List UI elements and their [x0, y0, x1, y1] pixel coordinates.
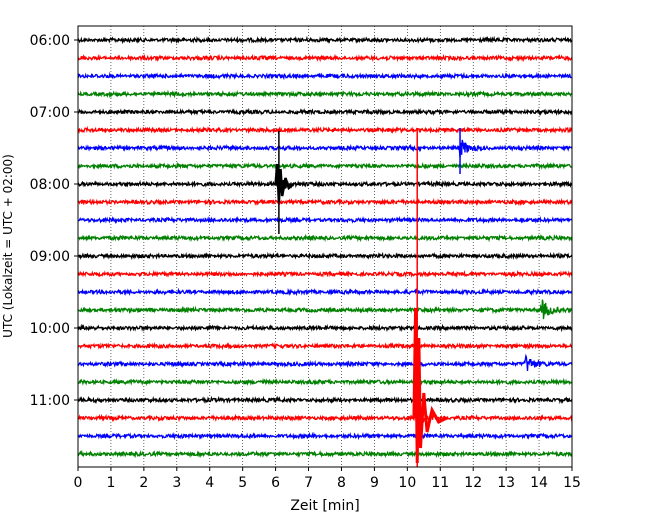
trace-line: [77, 251, 573, 261]
x-tick-label: 10: [398, 475, 416, 491]
trace-line: [77, 287, 573, 297]
y-tick-label: 10:00: [30, 321, 70, 337]
y-tick-label: 09:00: [30, 249, 70, 265]
trace-line: [77, 176, 573, 190]
trace-line: [77, 431, 573, 441]
trace-line: [77, 215, 573, 225]
x-tick-label: 12: [464, 475, 482, 491]
trace-line: [77, 53, 573, 63]
x-tick-label: 2: [139, 475, 148, 491]
x-tick-label: 14: [530, 475, 548, 491]
x-tick-label: 15: [563, 475, 581, 491]
x-tick-label: 7: [304, 475, 313, 491]
x-axis-ticks: 0 1 2 3 4 5 6 7 8 9 10 11 12 13 14 15: [74, 467, 581, 491]
y-tick-label: 06:00: [30, 33, 70, 49]
event-burst-red: [412, 307, 448, 464]
trace-line: [77, 233, 573, 243]
trace-line: [77, 89, 573, 99]
event-burst-black: [274, 163, 295, 203]
x-tick-label: 5: [238, 475, 247, 491]
x-tick-label: 1: [106, 475, 115, 491]
x-tick-label: 9: [370, 475, 379, 491]
y-tick-label: 11:00: [30, 393, 70, 409]
trace-line: [77, 341, 573, 351]
trace-line: [77, 449, 573, 459]
trace-line: [77, 71, 573, 81]
helicorder-traces: [77, 35, 573, 467]
trace-line: [77, 408, 573, 426]
y-axis-label: UTC (Lokalzeit = UTC + 02:00): [1, 154, 15, 338]
x-tick-label: 13: [497, 475, 515, 491]
trace-line: [77, 161, 573, 171]
trace-line: [77, 395, 573, 405]
y-axis-ticks: 06:00 07:00 08:00 09:00 10:00 11:00: [30, 33, 78, 409]
x-tick-label: 0: [74, 475, 83, 491]
x-tick-label: 3: [172, 475, 181, 491]
trace-line: [77, 107, 573, 117]
trace-line: [77, 353, 573, 372]
trace-line: [77, 139, 573, 158]
x-tick-label: 8: [337, 475, 346, 491]
trace-line: [77, 377, 573, 387]
trace-line: [77, 269, 573, 279]
trace-line: [77, 197, 573, 207]
y-tick-label: 07:00: [30, 105, 70, 121]
x-tick-label: 11: [431, 475, 449, 491]
trace-line: [77, 35, 573, 45]
x-tick-label: 6: [271, 475, 280, 491]
x-axis-label: Zeit [min]: [290, 498, 359, 514]
x-tick-label: 4: [205, 475, 214, 491]
trace-line: [77, 323, 573, 333]
y-tick-label: 08:00: [30, 177, 70, 193]
trace-line: [77, 125, 573, 135]
plot-frame: [77, 25, 573, 468]
trace-line: [77, 299, 573, 320]
